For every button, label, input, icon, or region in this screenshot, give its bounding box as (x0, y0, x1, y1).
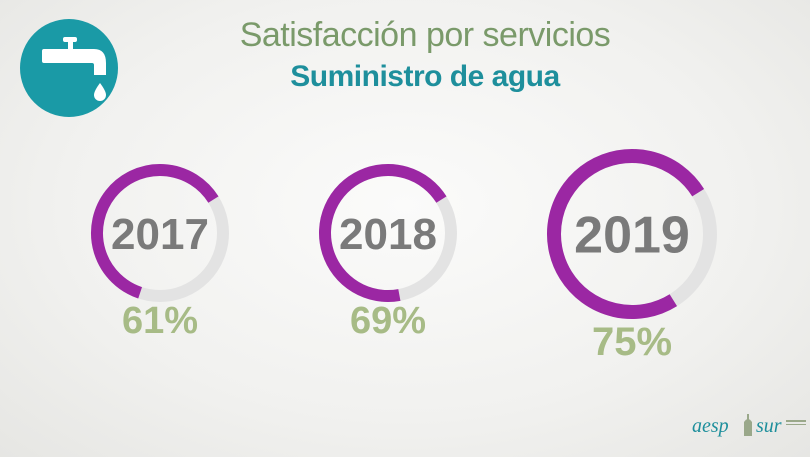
gauge-arc-2017 (91, 164, 219, 299)
page-title: Satisfacción por servicios (239, 16, 611, 54)
percent-label: 75% (592, 320, 672, 364)
year-label: 2019 (574, 207, 690, 265)
year-label: 2018 (339, 210, 437, 259)
gauge-arc-2018 (319, 164, 447, 302)
gauge-arc-2019 (547, 149, 705, 319)
year-label: 2017 (111, 210, 209, 259)
percent-label: 61% (122, 300, 198, 342)
logo-text-left: aesp (692, 415, 729, 437)
aesp-sur-logo: aesp sur (692, 414, 806, 437)
logo-text-right: sur (756, 415, 782, 437)
page-subtitle: Suministro de agua (290, 60, 560, 93)
percent-label: 69% (350, 300, 426, 342)
water-tap-icon (20, 19, 118, 117)
